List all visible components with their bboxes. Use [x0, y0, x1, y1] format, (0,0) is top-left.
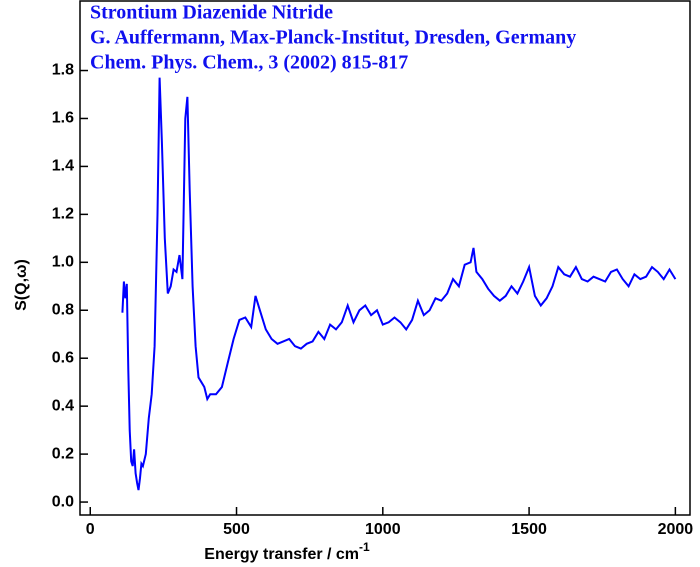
chart-title: G. Auffermann, Max-Planck-Institut, Dres…	[90, 27, 576, 49]
y-axis-label: S(Q,ω)	[13, 259, 30, 311]
y-tick-label: 0.8	[52, 301, 74, 318]
y-tick-label: 1.0	[52, 254, 74, 271]
y-tick-label: 1.4	[52, 158, 74, 175]
chart-title: Chem. Phys. Chem., 3 (2002) 815-817	[90, 52, 408, 74]
x-axis-label: Energy transfer / cm-1	[204, 540, 370, 563]
data-line	[121, 77, 677, 491]
x-tick-label: 0	[86, 521, 95, 538]
y-tick-label: 1.2	[52, 206, 74, 223]
x-tick-label: 1500	[511, 521, 547, 538]
x-tick-label: 1000	[365, 521, 401, 538]
y-tick-label: 0.4	[52, 397, 74, 414]
x-tick-label: 500	[223, 521, 250, 538]
y-tick-label: 1.8	[52, 62, 74, 79]
y-tick-label: 0.0	[52, 493, 74, 510]
chart-title: Strontium Diazenide Nitride	[90, 2, 333, 24]
x-tick-label: 2000	[658, 521, 694, 538]
y-tick-label: 0.2	[52, 445, 74, 462]
y-tick-label: 1.6	[52, 110, 74, 127]
y-tick-label: 0.6	[52, 349, 74, 366]
plot-frame	[79, 0, 691, 516]
